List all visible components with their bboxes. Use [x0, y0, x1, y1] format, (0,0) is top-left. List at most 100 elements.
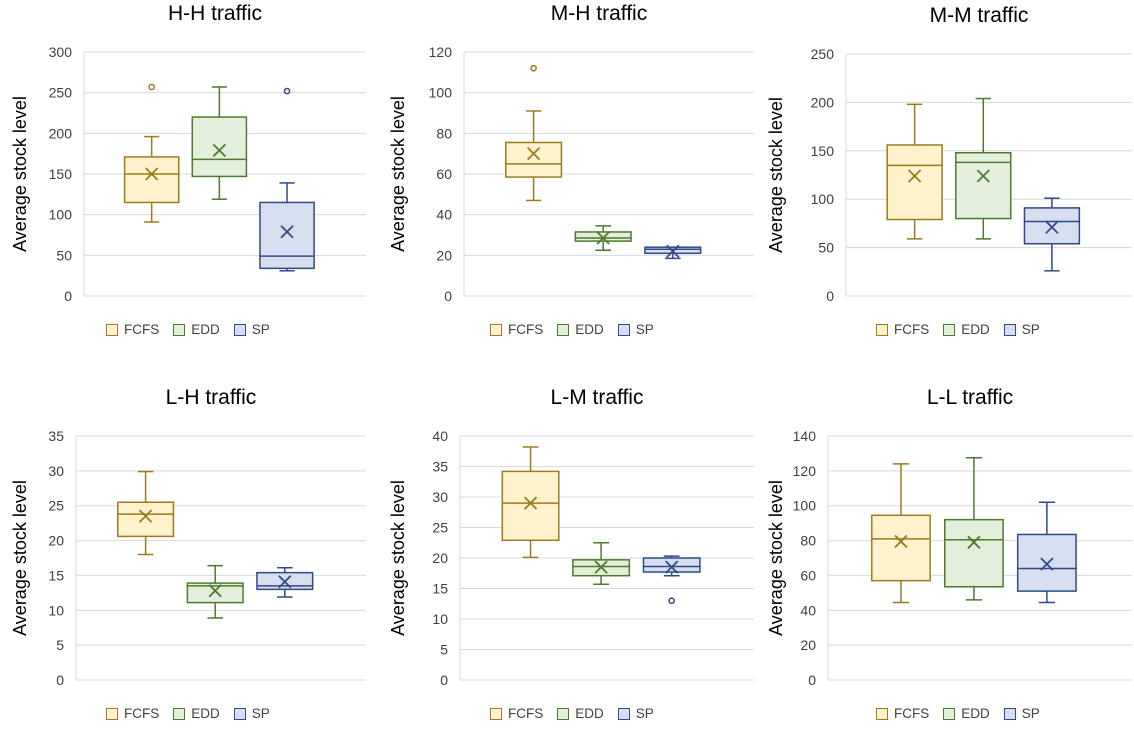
legend-swatch — [106, 707, 118, 720]
mean-marker — [894, 534, 908, 549]
legend-label: EDD — [575, 322, 604, 337]
legend-swatch — [557, 323, 570, 336]
box-iqr — [123, 156, 180, 204]
y-tick-label: 0 — [444, 288, 452, 304]
y-tick-label: 200 — [811, 94, 835, 110]
y-tick-label: 50 — [818, 240, 834, 256]
mean-marker — [138, 509, 153, 523]
mean-marker — [523, 496, 538, 510]
chart-panel: L-H traffic Average stock level 0 5 10 15 20 25… — [0, 368, 378, 736]
mean-marker — [596, 231, 610, 245]
y-axis-label: Average stock level — [388, 480, 408, 636]
legend-label: SP — [635, 322, 654, 337]
boxplot-fcfs — [871, 463, 931, 604]
chart-title: H-H traffic — [168, 2, 262, 25]
mean-marker — [208, 584, 222, 598]
y-tick-label: 120 — [793, 463, 817, 479]
legend-swatch — [1003, 323, 1016, 336]
legend-label: SP — [251, 322, 270, 337]
y-tick-label: 100 — [811, 191, 835, 207]
legend-label: FCFS — [124, 706, 160, 721]
y-tick-label: 60 — [436, 166, 452, 182]
y-tick-label: 20 — [432, 550, 448, 566]
box-iqr — [871, 514, 931, 582]
y-tick-label: 35 — [48, 428, 64, 444]
legend-item-edd: EDD — [173, 322, 220, 337]
legend-label: EDD — [191, 322, 220, 337]
y-tick-label: 40 — [436, 207, 452, 223]
y-tick-label: 5 — [440, 642, 448, 658]
boxplot-sp — [259, 87, 315, 272]
y-tick-label: 0 — [56, 672, 64, 688]
boxplot-fcfs — [505, 64, 563, 202]
y-tick-label: 250 — [49, 85, 73, 101]
y-tick-label: 35 — [432, 459, 448, 475]
y-tick-label: 120 — [429, 44, 453, 60]
y-tick-label: 300 — [49, 44, 73, 60]
y-tick-label: 140 — [793, 428, 817, 444]
y-tick-label: 30 — [432, 489, 448, 505]
boxplot-fcfs — [501, 446, 560, 559]
y-tick-label: 20 — [436, 247, 452, 263]
boxplot-edd — [574, 225, 632, 251]
legend-item-sp: SP — [617, 706, 654, 721]
y-tick-label: 10 — [432, 611, 448, 627]
y-tick-label: 5 — [56, 637, 64, 653]
chart-legend: FCFS EDD SP — [106, 322, 284, 337]
y-tick-label: 25 — [48, 498, 64, 514]
legend-swatch — [106, 323, 118, 336]
legend-label: EDD — [575, 706, 604, 721]
mean-marker — [666, 244, 680, 258]
legend-swatch — [490, 707, 502, 720]
boxplot-fcfs — [123, 83, 180, 223]
y-tick-label: 200 — [49, 125, 73, 141]
legend-item-edd: EDD — [557, 706, 604, 721]
y-axis-label: Average stock level — [10, 96, 30, 252]
y-tick-label: 15 — [432, 581, 448, 597]
chart-panel: H-H traffic Average stock level 0 50 100 150 2… — [0, 0, 378, 368]
boxplot-edd — [943, 457, 1004, 601]
mean-marker — [212, 143, 226, 158]
legend-swatch — [876, 707, 888, 720]
legend-swatch — [490, 323, 502, 336]
boxplot-sp — [642, 555, 701, 605]
outlier-point — [283, 87, 291, 95]
legend-swatch — [1003, 707, 1016, 720]
chart-panel: M-H traffic Average stock level 0 20 40 60 80 1… — [378, 0, 756, 368]
mean-marker — [908, 169, 922, 183]
y-tick-label: 40 — [432, 428, 448, 444]
y-tick-label: 150 — [49, 166, 73, 182]
y-axis-label: Average stock level — [10, 480, 30, 636]
mean-marker — [976, 169, 990, 183]
y-tick-label: 60 — [800, 567, 816, 583]
legend-item-sp: SP — [233, 322, 270, 337]
chart-legend: FCFS EDD SP — [490, 322, 668, 337]
y-tick-label: 100 — [429, 85, 453, 101]
chart-panel: M-M traffic Average stock level 0 50 100 150 2… — [756, 0, 1134, 368]
mean-marker — [145, 167, 159, 181]
y-tick-label: 100 — [793, 498, 817, 514]
y-axis-label: Average stock level — [766, 97, 786, 253]
legend-item-edd: EDD — [943, 706, 990, 721]
boxplot-sp — [644, 244, 702, 260]
box-iqr — [259, 201, 315, 270]
legend-label: EDD — [961, 706, 990, 721]
legend-label: SP — [635, 706, 654, 721]
legend-swatch — [233, 707, 246, 720]
chart-title: L-H traffic — [166, 386, 257, 409]
boxplot-sp — [1016, 501, 1077, 604]
legend-swatch — [557, 707, 570, 720]
chart-legend: FCFS EDD SP — [876, 706, 1054, 721]
legend-swatch — [617, 707, 630, 720]
chart-panel: L-M traffic Average stock level 0 5 10 15 20 25… — [378, 368, 756, 736]
y-tick-label: 20 — [48, 533, 64, 549]
mean-marker — [967, 535, 981, 549]
y-tick-label: 0 — [440, 672, 448, 688]
legend-swatch — [943, 323, 956, 336]
y-tick-label: 80 — [800, 533, 816, 549]
y-tick-label: 80 — [436, 125, 452, 141]
legend-swatch — [876, 323, 888, 336]
box-iqr — [117, 501, 175, 538]
legend-label: EDD — [191, 706, 220, 721]
